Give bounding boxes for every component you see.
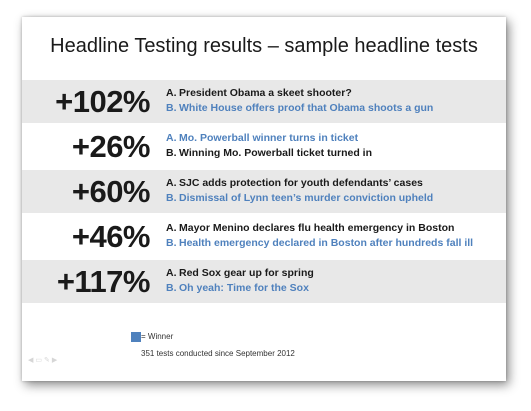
headline-a: A. SJC adds protection for youth defendan… [166,177,423,189]
pen-icon[interactable]: ✎ [44,357,52,364]
slide: Headline Testing results – sample headli… [22,17,506,381]
headline-a: A. President Obama a skeet shooter? [166,87,352,99]
headline-a: A. Red Sox gear up for spring [166,267,314,279]
test-row: +26% A. Mo. Powerball winner turns in tic… [22,125,506,168]
legend: = Winner [131,332,173,342]
lift-percent: +46% [71,219,151,254]
legend-label: = Winner [141,332,174,342]
footnote: 351 tests conducted since September 2012 [141,349,295,358]
headline-b: B. Winning Mo. Powerball ticket turned in [166,147,372,159]
next-slide-icon[interactable]: ▶ [51,357,60,364]
headline-a: A. Mo. Powerball winner turns in ticket [166,132,359,144]
test-row: +60% A. SJC adds protection for youth def… [22,170,506,213]
previous-slide-icon[interactable]: ◀ [28,357,36,364]
headline-a: A. Mayor Menino declares flu health emerg… [166,222,455,234]
headline-b: B. Dismissal of Lynn teen’s murder convic… [166,192,434,204]
slide-controls[interactable]: ◀▭✎▶ [28,356,59,364]
headline-b: B. White House offers proof that Obama sh… [166,102,434,114]
lift-percent: +102% [55,84,150,119]
lift-percent: +117% [56,264,151,299]
headline-b: B. Oh yeah: Time for the Sox [166,282,309,294]
test-row: +117% A. Red Sox gear up for spring B. Oh … [22,260,506,303]
test-row: +46% A. Mayor Menino declares flu health … [22,215,506,258]
slide-menu-icon[interactable]: ▭ [35,357,45,364]
lift-percent: +26% [71,129,151,164]
lift-percent: +60% [71,174,151,209]
test-row: +102% A. President Obama a skeet shooter?… [22,80,506,123]
slide-title: Headline Testing results – sample headli… [50,35,478,57]
winner-swatch [131,332,141,342]
headline-b: B. Health emergency declared in Boston af… [166,237,474,249]
